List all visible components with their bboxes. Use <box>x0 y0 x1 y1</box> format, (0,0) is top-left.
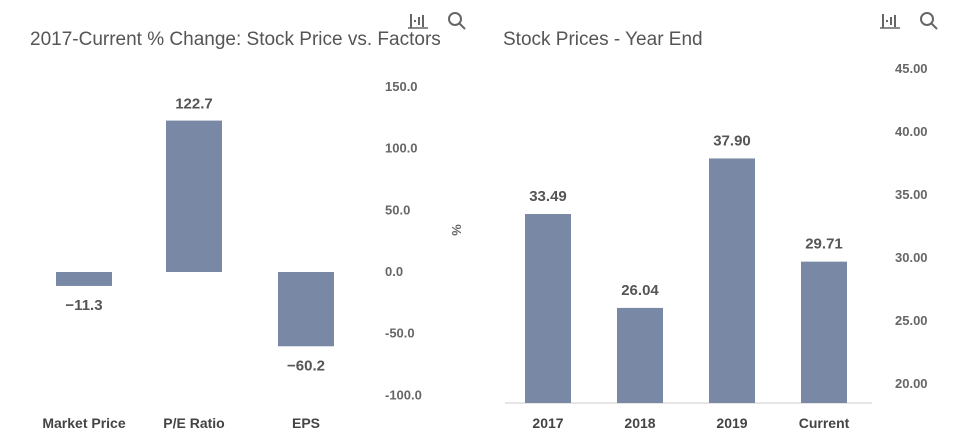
y-tick-label: 100.0 <box>385 141 418 156</box>
data-label: 122.7 <box>175 96 213 113</box>
category-label: 2018 <box>624 415 655 431</box>
bar-chart-icon-bar <box>422 15 424 27</box>
search-icon-lens <box>920 12 934 26</box>
y-tick-label: 30.00 <box>895 250 928 265</box>
bar-chart-icon-bar <box>418 17 420 25</box>
y-tick-label: 20.00 <box>895 376 928 391</box>
search-icon[interactable] <box>920 12 938 30</box>
y-tick-label: -50.0 <box>385 326 415 341</box>
category-label: Market Price <box>42 415 125 431</box>
category-label: 2019 <box>716 415 747 431</box>
chart-title: 2017-Current % Change: Stock Price vs. F… <box>30 29 441 50</box>
bar-chart-icon-bar <box>894 15 896 27</box>
category-label: EPS <box>292 415 320 431</box>
category-label: P/E Ratio <box>163 415 224 431</box>
y-axis-label: % <box>449 224 464 236</box>
bar-2019[interactable] <box>709 158 755 403</box>
data-label: −11.3 <box>65 297 102 314</box>
search-icon-handle <box>930 22 938 30</box>
y-tick-label: 25.00 <box>895 313 928 328</box>
search-icon[interactable] <box>448 12 466 30</box>
bar-market-price[interactable] <box>56 272 112 286</box>
y-tick-label: 150.0 <box>385 79 418 94</box>
y-tick-label: 0.0 <box>385 264 403 279</box>
bar-current[interactable] <box>801 261 847 403</box>
chart-title: Stock Prices - Year End <box>503 29 703 50</box>
category-label: 2017 <box>532 415 563 431</box>
bar-chart-icon-bar <box>414 20 416 22</box>
data-label: 37.90 <box>713 132 751 149</box>
y-tick-label: 40.00 <box>895 124 928 139</box>
y-tick-label: 50.0 <box>385 202 410 217</box>
bar-chart-icon-bar <box>882 14 884 28</box>
bar-p-e-ratio[interactable] <box>166 120 222 273</box>
bar-eps[interactable] <box>278 272 334 347</box>
data-label: 26.04 <box>621 282 659 299</box>
bar-2017[interactable] <box>525 214 571 403</box>
bar-chart-icon-bar <box>890 17 892 25</box>
bar-2018[interactable] <box>617 307 663 403</box>
data-label: 33.49 <box>529 188 567 205</box>
data-label: 29.71 <box>805 236 843 253</box>
y-tick-label: 45.00 <box>895 61 928 76</box>
y-tick-label: 35.00 <box>895 187 928 202</box>
search-icon-lens <box>448 12 462 26</box>
search-icon-handle <box>458 22 466 30</box>
bar-chart-icon-bar <box>410 14 412 28</box>
bar-chart-icon[interactable] <box>408 14 428 29</box>
bar-chart-icon[interactable] <box>880 14 900 29</box>
bar-chart-icon-bar <box>886 20 888 22</box>
y-tick-label: -100.0 <box>385 387 422 402</box>
data-label: −60.2 <box>287 357 325 374</box>
category-label: Current <box>799 415 850 431</box>
